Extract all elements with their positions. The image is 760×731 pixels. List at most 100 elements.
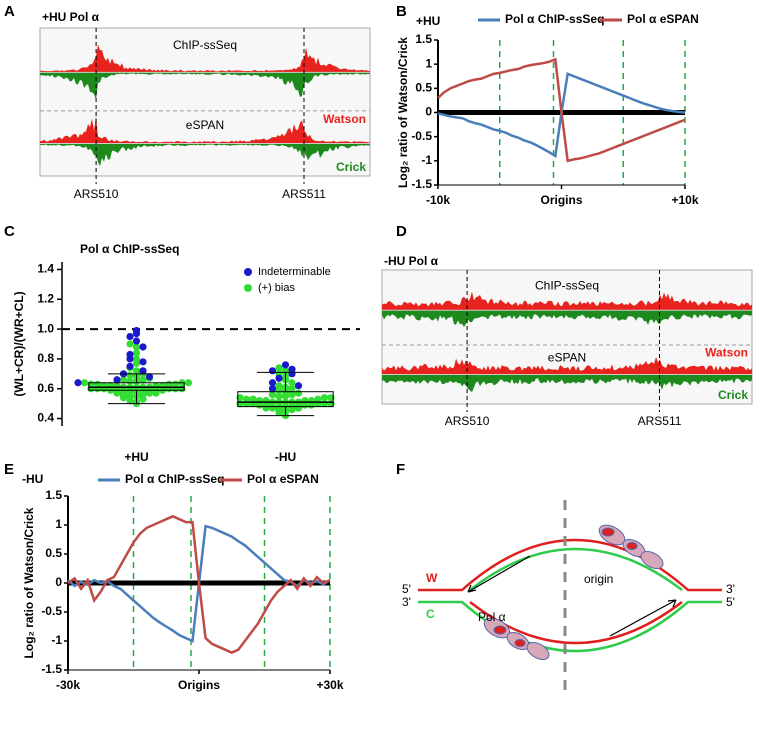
subunit — [626, 542, 638, 550]
y-tick-label: 1.0 — [37, 321, 54, 335]
track-title: +HU Pol α — [42, 10, 100, 24]
strand-end: 3' — [402, 595, 411, 609]
data-point — [139, 343, 147, 351]
chart-title: Pol α ChIP-ssSeq — [80, 242, 179, 256]
locus-label: ARS510 — [445, 414, 490, 428]
subunit — [514, 639, 526, 647]
data-point — [262, 397, 270, 405]
data-point — [119, 376, 128, 384]
data-point — [294, 389, 303, 397]
data-point — [139, 376, 147, 384]
track-label: eSPAN — [186, 118, 224, 132]
data-point — [126, 332, 134, 341]
x-tick-label: Origins — [178, 678, 220, 692]
data-point — [294, 382, 303, 390]
panel-label: F — [396, 461, 405, 478]
x-tick-label: -10k — [426, 193, 450, 207]
data-point — [145, 373, 154, 381]
data-point — [126, 340, 134, 348]
data-point — [288, 385, 296, 393]
y-axis-title: (WL+CR)/(WR+CL) — [12, 291, 26, 396]
subunit — [601, 527, 615, 537]
strand-name: C — [426, 607, 435, 621]
data-point — [268, 385, 277, 393]
panel-label: B — [396, 3, 407, 20]
polymerase-complex — [483, 524, 664, 661]
replication-bubble — [418, 500, 722, 690]
track-label: eSPAN — [548, 351, 586, 365]
x-tick-label: +10k — [671, 193, 698, 207]
legend-label: Pol α eSPAN — [247, 472, 319, 486]
strand-label: Watson — [323, 112, 366, 126]
y-tick-label: 0 — [425, 105, 432, 119]
data-point — [126, 355, 134, 363]
y-tick-label: -1.5 — [41, 662, 62, 676]
watson-strand — [418, 538, 722, 592]
track-signal — [40, 116, 370, 144]
y-tick-label: -1.5 — [411, 177, 432, 191]
y-tick-label: 1.5 — [45, 488, 62, 502]
data-point — [314, 395, 322, 403]
panel-label: C — [4, 223, 15, 240]
data-point — [184, 379, 193, 387]
data-point — [132, 349, 141, 357]
panel-label: A — [4, 3, 15, 20]
data-point — [275, 364, 283, 372]
y-tick-label: -0.5 — [41, 604, 62, 618]
data-point — [307, 397, 316, 405]
arrow — [467, 555, 531, 593]
y-axis-title: Log₂ ratio of Watson/Crick — [22, 507, 36, 658]
y-tick-label: 0.5 — [45, 546, 62, 560]
legend-label: Indeterminable — [258, 266, 331, 278]
y-tick-label: 1.5 — [415, 32, 432, 46]
data-point — [132, 343, 141, 351]
strand-end: 3' — [726, 582, 735, 596]
data-point — [113, 376, 121, 384]
data-point — [132, 329, 141, 338]
legend-swatch — [244, 268, 252, 276]
x-tick-label: -30k — [56, 678, 80, 692]
data-point — [126, 362, 134, 370]
locus-label: ARS510 — [74, 187, 119, 201]
nascent-strand — [469, 547, 683, 591]
y-tick-label: 0.6 — [37, 381, 54, 395]
strand-end: 5' — [402, 582, 411, 596]
data-point — [132, 367, 141, 375]
locus-label: ARS511 — [638, 414, 682, 428]
arrow — [609, 599, 677, 637]
track-signal — [40, 143, 370, 167]
panel-label: E — [4, 461, 14, 478]
data-point — [74, 379, 82, 387]
track-signal — [40, 44, 370, 73]
data-point — [288, 370, 296, 378]
strand-label: Watson — [705, 345, 748, 359]
track-label: ChIP-ssSeq — [173, 38, 237, 52]
legend-swatch — [244, 284, 252, 292]
y-tick-label: 0.8 — [37, 351, 54, 365]
y-tick-label: -1 — [51, 633, 62, 647]
strand-label: Crick — [336, 160, 366, 174]
track-title: -HU Pol α — [384, 254, 439, 268]
locus-label: ARS511 — [282, 187, 326, 201]
y-tick-label: 1 — [425, 56, 432, 70]
subunit — [526, 641, 550, 661]
y-tick-label: 1 — [55, 517, 62, 531]
data-point — [132, 337, 141, 345]
data-point — [126, 371, 134, 379]
track-label: ChIP-ssSeq — [535, 278, 599, 292]
subunit — [640, 550, 664, 570]
y-tick-label: 0.4 — [37, 411, 54, 425]
y-tick-label: 0.5 — [415, 81, 432, 95]
y-axis-title: Log₂ ratio of Watson/Crick — [396, 37, 410, 188]
track-signal — [40, 72, 370, 100]
strand-name: W — [426, 571, 438, 585]
subunit — [493, 625, 507, 635]
series-line — [67, 514, 331, 654]
legend-label: Pol α ChIP-ssSeq — [125, 472, 224, 486]
data-point — [320, 394, 329, 402]
chart-title: +HU — [416, 14, 440, 28]
y-tick-label: 1.4 — [37, 262, 54, 276]
crick-strand — [418, 600, 722, 653]
x-tick-label: +HU — [124, 450, 148, 464]
